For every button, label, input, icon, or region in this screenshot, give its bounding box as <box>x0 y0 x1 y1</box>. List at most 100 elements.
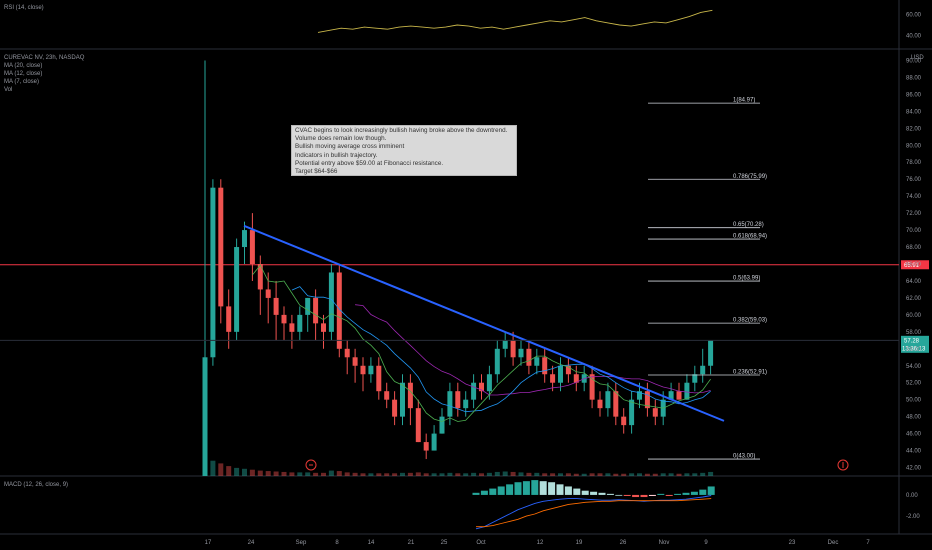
candle-body <box>423 442 429 451</box>
candle-body <box>257 264 263 290</box>
resistance-price-badge: 65.91 <box>901 260 929 270</box>
candle-body <box>455 391 461 409</box>
volume-bar <box>400 472 405 476</box>
volume-bar <box>273 471 279 476</box>
main-legend-ma7: MA (7, close) <box>4 79 39 85</box>
candle-body <box>297 314 303 332</box>
macd-histogram-bar <box>522 481 530 495</box>
candle-body <box>644 391 650 409</box>
time-tick-label: Sep <box>296 540 307 546</box>
macd-histogram-bar <box>590 491 598 495</box>
macd-histogram-bar <box>665 494 673 496</box>
candle-body <box>400 382 405 417</box>
time-tick-label: 25 <box>441 540 448 546</box>
volume-bar <box>565 473 571 476</box>
volume-bar <box>321 472 326 476</box>
price-tick-label: 46.00 <box>906 432 922 438</box>
rsi-tick-label: 60.00 <box>906 13 922 19</box>
volume-bar <box>431 473 437 476</box>
price-tick-label: 50.00 <box>906 398 922 404</box>
macd-histogram-bar <box>581 490 589 495</box>
time-tick-label: 21 <box>408 540 415 546</box>
volume-bar <box>336 471 342 476</box>
volume-bar <box>660 473 666 476</box>
macd-histogram-bar <box>682 492 690 495</box>
ma7-line <box>252 264 711 422</box>
volume-bar <box>652 473 658 476</box>
volume-bar <box>581 473 587 476</box>
rsi-line <box>317 9 713 33</box>
dividend-marker-icon[interactable] <box>837 459 849 471</box>
main-legend-vol: Vol <box>4 87 12 93</box>
volume-bar <box>644 473 650 476</box>
candle-body <box>202 357 208 476</box>
price-tick-label: 52.00 <box>906 381 922 387</box>
volume-bar <box>305 472 311 476</box>
candle-body <box>463 399 469 409</box>
macd-histogram-bar <box>606 493 614 495</box>
price-tick-label: 42.00 <box>906 466 922 472</box>
macd-histogram-bar <box>657 493 665 495</box>
candle-body <box>234 247 240 332</box>
macd-histogram-bar <box>648 494 656 496</box>
price-tick-label: 76.00 <box>906 177 922 183</box>
macd-histogram-bar <box>690 491 698 495</box>
candle-body <box>589 374 595 400</box>
price-tick-label: 90.00 <box>906 58 922 64</box>
volume-bar <box>700 472 706 476</box>
macd-histogram-bar <box>548 482 556 495</box>
time-tick-label: 14 <box>368 540 375 546</box>
main-legend-symbol: CUREVAC NV, 23h, NASDAQ <box>4 55 85 61</box>
volume-bar <box>692 473 698 476</box>
candle-body <box>479 382 484 392</box>
candle-body <box>708 340 714 366</box>
candle-body <box>392 399 398 417</box>
time-tick-label: 17 <box>205 540 212 546</box>
macd-histogram-bar <box>489 488 497 495</box>
candle-body <box>692 374 698 383</box>
candle-body <box>502 340 508 349</box>
macd-histogram-bar <box>514 482 522 495</box>
candle-body <box>597 399 603 409</box>
time-tick-label: 9 <box>704 540 708 546</box>
volume-bar <box>423 473 429 476</box>
ma20-line <box>355 304 711 396</box>
candle-body <box>550 374 556 383</box>
candle-body <box>668 391 674 400</box>
candle-body <box>384 391 390 400</box>
fib-level-label: 0.786(75.99) <box>733 174 767 180</box>
candle-body <box>407 382 413 409</box>
volume-bar <box>597 473 603 476</box>
earnings-marker-icon[interactable] <box>305 459 317 471</box>
price-tick-label: 62.00 <box>906 296 922 302</box>
candle-body <box>676 391 682 400</box>
annotation-line: Potential entry above $59.00 at Fibonacc… <box>295 159 444 167</box>
volume-bar <box>242 468 247 476</box>
volume-bar <box>668 473 674 476</box>
price-tick-label: 78.00 <box>906 160 922 166</box>
volume-bar <box>573 473 579 476</box>
volume-bar <box>534 472 540 476</box>
time-tick-label: 12 <box>537 540 544 546</box>
candle-body <box>439 416 445 434</box>
volume-bar <box>439 473 445 476</box>
volume-bar <box>352 472 358 476</box>
volume-bar <box>463 473 469 476</box>
candle-body <box>700 365 706 375</box>
volume-bar <box>257 470 263 476</box>
volume-bar <box>360 473 366 476</box>
macd-histogram-bar <box>531 480 539 495</box>
volume-bar <box>676 473 682 476</box>
time-tick-label: 24 <box>248 540 255 546</box>
candle-body <box>328 272 334 332</box>
volume-bar <box>368 473 374 476</box>
analysis-annotation[interactable]: CVAC begins to look increasingly bullish… <box>291 125 517 176</box>
price-tick-label: 88.00 <box>906 75 922 81</box>
candle-body <box>218 187 224 307</box>
volume-bar <box>234 467 240 476</box>
candle-body <box>613 391 619 417</box>
volume-bar <box>471 472 477 476</box>
annotation-line: Target $64-$66 <box>295 168 338 176</box>
candle-body <box>368 365 374 375</box>
volume-bar <box>684 473 690 476</box>
